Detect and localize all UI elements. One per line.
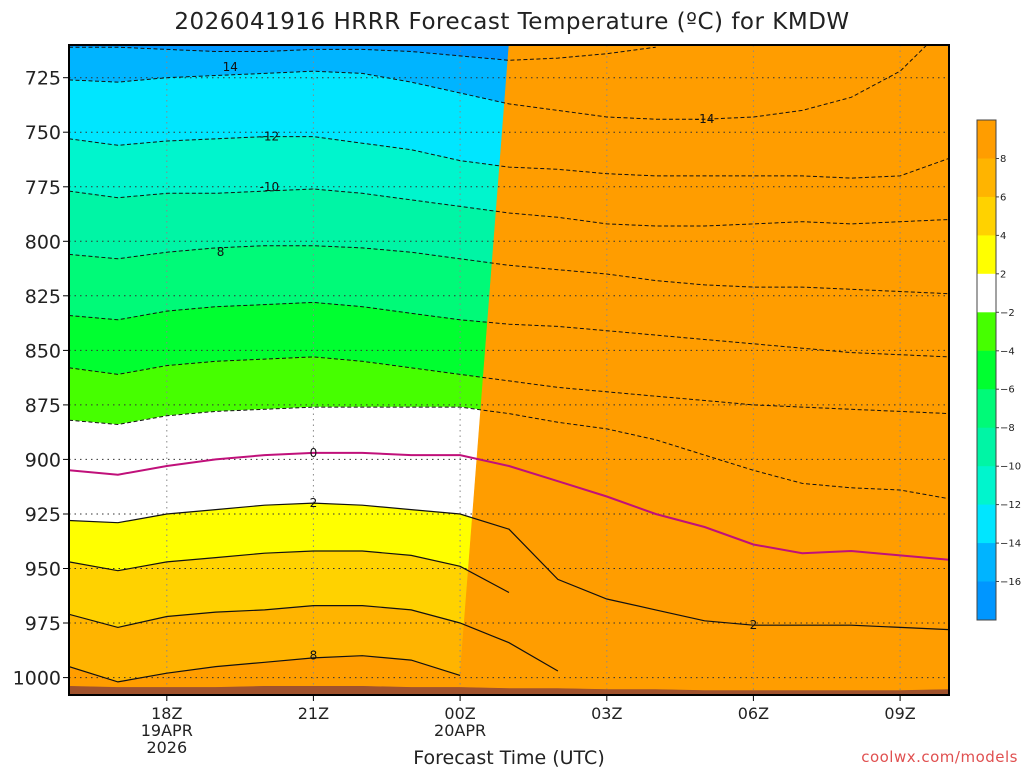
colorbar-swatch-7 xyxy=(977,389,996,429)
plot-frame xyxy=(68,44,950,696)
isotherm-lines xyxy=(69,45,949,683)
colorbar-swatch-3 xyxy=(977,235,996,275)
colorbar-swatch-8 xyxy=(977,427,996,467)
isotherm--8 xyxy=(69,245,949,295)
colorbar-tick-label-9: −12 xyxy=(1000,500,1021,511)
gridlines xyxy=(69,45,949,695)
contour-labels: 14 -14 -12 -10 8 0 2 2 8 xyxy=(217,60,757,663)
y-tick-label-825: 825 xyxy=(25,286,61,308)
colorbar-tick-label-0: 8 xyxy=(1000,154,1006,165)
colorbar-swatch-5 xyxy=(977,312,996,352)
colorbar-swatch-10 xyxy=(977,504,996,544)
colorbar-swatch-6 xyxy=(977,350,996,390)
colorbar-frame xyxy=(976,119,997,621)
y-tick-label-725: 725 xyxy=(25,68,61,90)
x-tick-label-30-0: 06Z xyxy=(738,704,769,723)
colorbar-tick-label-5: −4 xyxy=(1000,346,1015,357)
contour-label-7: 2 xyxy=(750,618,758,632)
colorbar-tick-label-6: −6 xyxy=(1000,385,1015,396)
colorbar: 8 6 4 2 −2 −4 −6 −8 −10 −12 −14 −16 xyxy=(976,119,1021,621)
colorbar-tick-label-11: −16 xyxy=(1000,577,1021,588)
isotherm--2 xyxy=(69,406,949,500)
colorbar-swatch-12 xyxy=(977,581,996,621)
x-tick-label-27-0: 03Z xyxy=(591,704,622,723)
credit-text: coolwx.com/models xyxy=(861,748,1018,766)
y-tick-label-925: 925 xyxy=(25,504,61,526)
isotherm--12 xyxy=(69,136,949,179)
isotherm--4 xyxy=(69,356,949,415)
isotherm--10 xyxy=(69,188,949,227)
colorbar-swatch-1 xyxy=(977,158,996,198)
y-tick-label-850: 850 xyxy=(25,340,61,362)
isotherm-2 xyxy=(69,502,949,631)
temperature-fill-layer xyxy=(69,45,949,691)
y-tick-label-1000: 1000 xyxy=(13,668,61,690)
x-tick-label-21-0: 21Z xyxy=(298,704,329,723)
x-axis-label: Forecast Time (UTC) xyxy=(413,747,604,768)
contour-label-8: 8 xyxy=(310,649,318,663)
colorbar-tick-label-4: −2 xyxy=(1000,308,1015,319)
y-tick-label-875: 875 xyxy=(25,395,61,417)
x-tick-label-18-0: 18Z xyxy=(151,704,182,723)
isotherm-6 xyxy=(69,605,559,672)
contour-label-6: 2 xyxy=(310,496,318,510)
x-tick-label-24-0: 00Z xyxy=(444,704,475,723)
colorbar-swatch-4 xyxy=(977,273,996,313)
isotherm--6 xyxy=(69,301,949,358)
isotherm--14 xyxy=(69,45,928,120)
y-tick-label-750: 750 xyxy=(25,122,61,144)
colorbar-tick-label-2: 4 xyxy=(1000,231,1006,242)
contour-label-2: -12 xyxy=(260,130,280,144)
x-tick-label-18-1: 19APR xyxy=(141,721,193,740)
colorbar-swatch-9 xyxy=(977,466,996,506)
y-tick-label-800: 800 xyxy=(25,231,61,253)
isotherm-8 xyxy=(69,655,461,683)
chart-title: 2026041916 HRRR Forecast Temperature (ºC… xyxy=(174,9,849,35)
colorbar-swatch-2 xyxy=(977,196,996,236)
x-tick-label-18-2: 2026 xyxy=(146,738,187,757)
y-tick-label-775: 775 xyxy=(25,177,61,199)
contour-label-5: 0 xyxy=(310,446,318,460)
colorbar-tick-label-3: 2 xyxy=(1000,269,1006,280)
contour-label-3: -10 xyxy=(260,180,280,194)
ground-layer xyxy=(69,685,949,695)
colorbar-tick-label-1: 6 xyxy=(1000,192,1006,203)
colorbar-swatch-0 xyxy=(977,120,996,159)
colorbar-tick-label-8: −10 xyxy=(1000,462,1021,473)
ground-below-surface xyxy=(69,685,949,695)
contour-label-1: -14 xyxy=(695,112,715,126)
contour-label-4: 8 xyxy=(217,245,225,259)
colorbar-swatch-11 xyxy=(977,543,996,583)
isotherm-0 xyxy=(69,451,949,561)
colorbar-tick-label-7: −8 xyxy=(1000,423,1015,434)
isotherm--16 xyxy=(69,46,656,61)
contour-label-0: 14 xyxy=(223,60,238,74)
isotherm-4 xyxy=(69,550,510,594)
x-tick-label-24-1: 20APR xyxy=(434,721,486,740)
axes: 725 750 775 800 825 850 875 900 925 950 975 1000 18Z… xyxy=(13,68,916,757)
colorbar-tick-label-10: −14 xyxy=(1000,539,1021,550)
x-tick-label-33-0: 09Z xyxy=(884,704,915,723)
y-tick-label-900: 900 xyxy=(25,449,61,471)
y-tick-label-950: 950 xyxy=(25,559,61,581)
y-tick-label-975: 975 xyxy=(25,613,61,635)
